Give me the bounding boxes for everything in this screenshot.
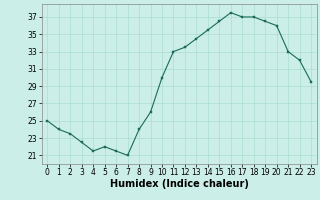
X-axis label: Humidex (Indice chaleur): Humidex (Indice chaleur): [110, 179, 249, 189]
